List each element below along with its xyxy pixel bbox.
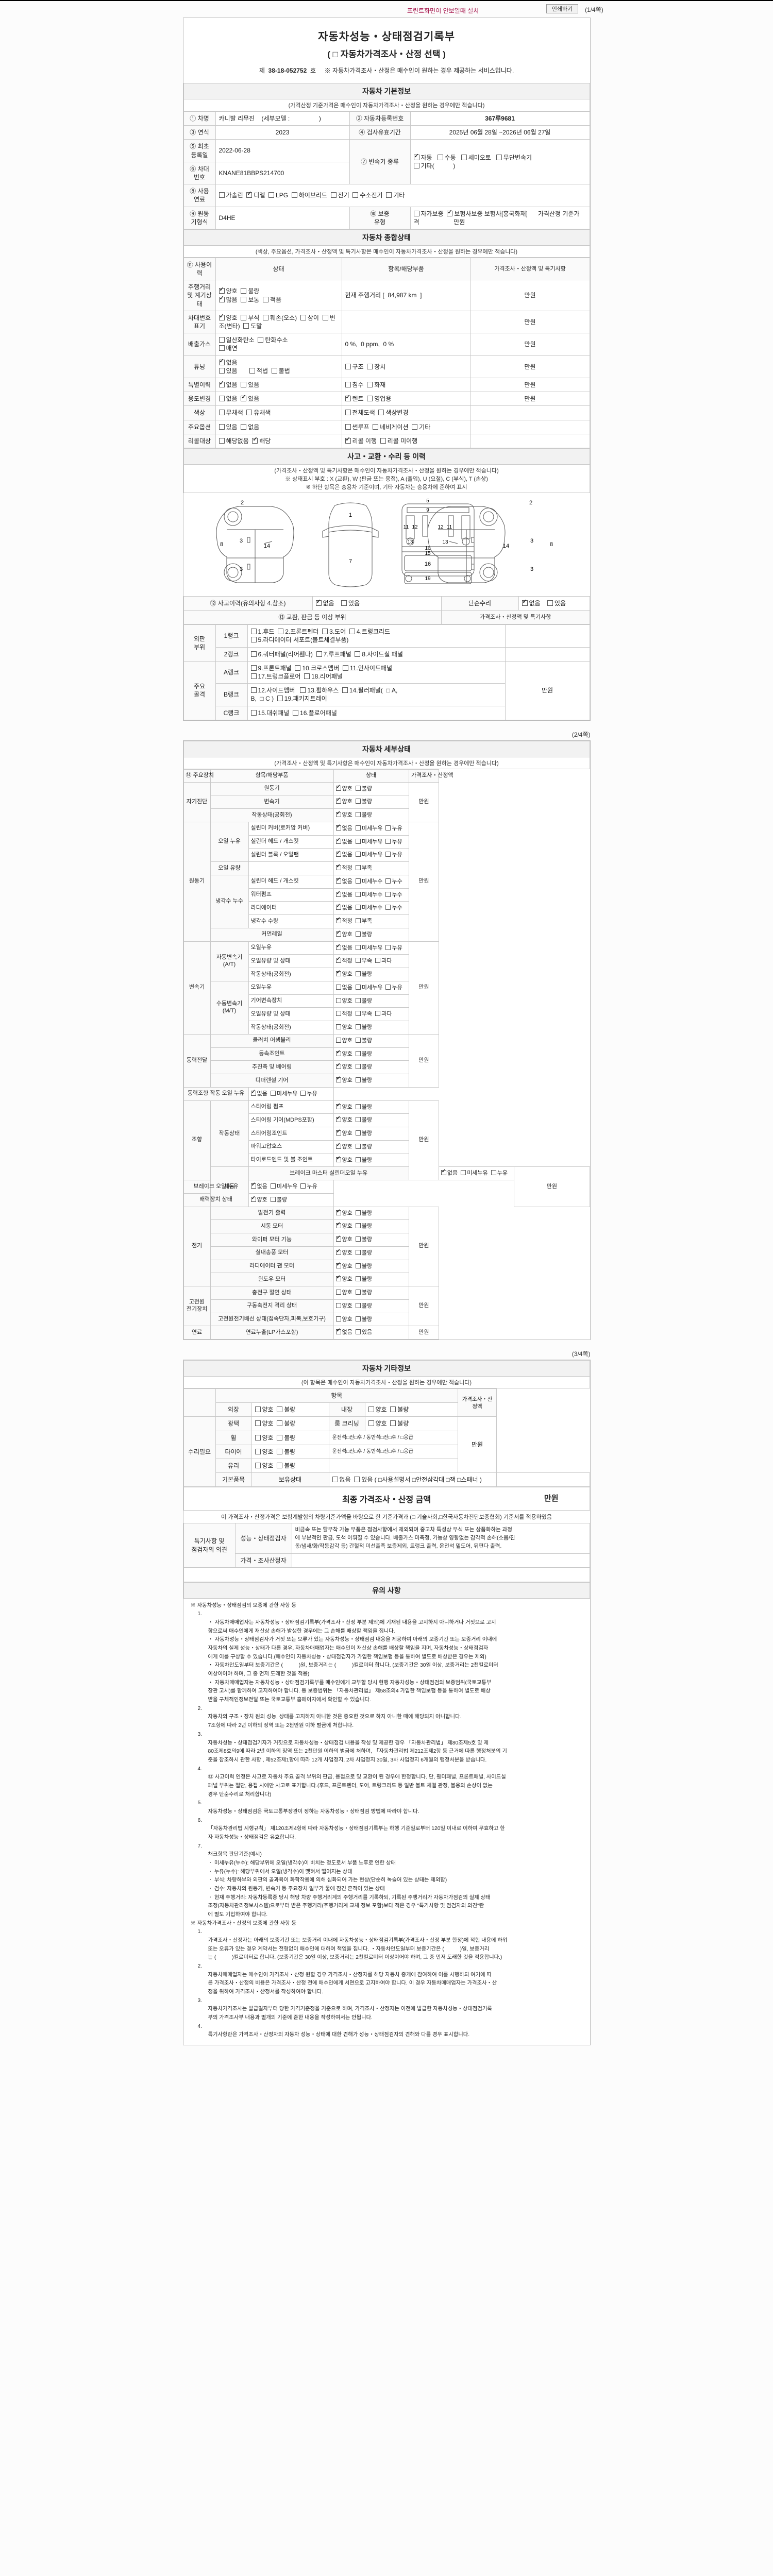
svg-text:13: 13 — [442, 539, 448, 545]
svg-text:16: 16 — [425, 561, 431, 567]
svg-text:1: 1 — [349, 512, 352, 518]
svg-text:14: 14 — [264, 543, 270, 549]
svg-text:9: 9 — [426, 507, 429, 513]
svg-text:14: 14 — [503, 543, 509, 549]
svg-text:2: 2 — [241, 500, 244, 506]
svg-text:19: 19 — [425, 576, 431, 582]
svg-text:3: 3 — [530, 566, 533, 572]
svg-text:3: 3 — [240, 566, 243, 572]
svg-text:15: 15 — [425, 551, 431, 556]
svg-text:11: 11 — [447, 524, 452, 530]
svg-text:13: 13 — [407, 539, 413, 545]
svg-text:8: 8 — [220, 541, 223, 548]
svg-text:12: 12 — [438, 524, 444, 530]
svg-text:8: 8 — [550, 541, 553, 548]
svg-text:3: 3 — [530, 538, 533, 544]
svg-text:12: 12 — [412, 524, 418, 530]
svg-text:7: 7 — [349, 558, 352, 565]
svg-text:3: 3 — [240, 538, 243, 544]
svg-text:5: 5 — [426, 498, 429, 504]
svg-text:11: 11 — [404, 524, 409, 530]
svg-text:2: 2 — [529, 500, 532, 506]
